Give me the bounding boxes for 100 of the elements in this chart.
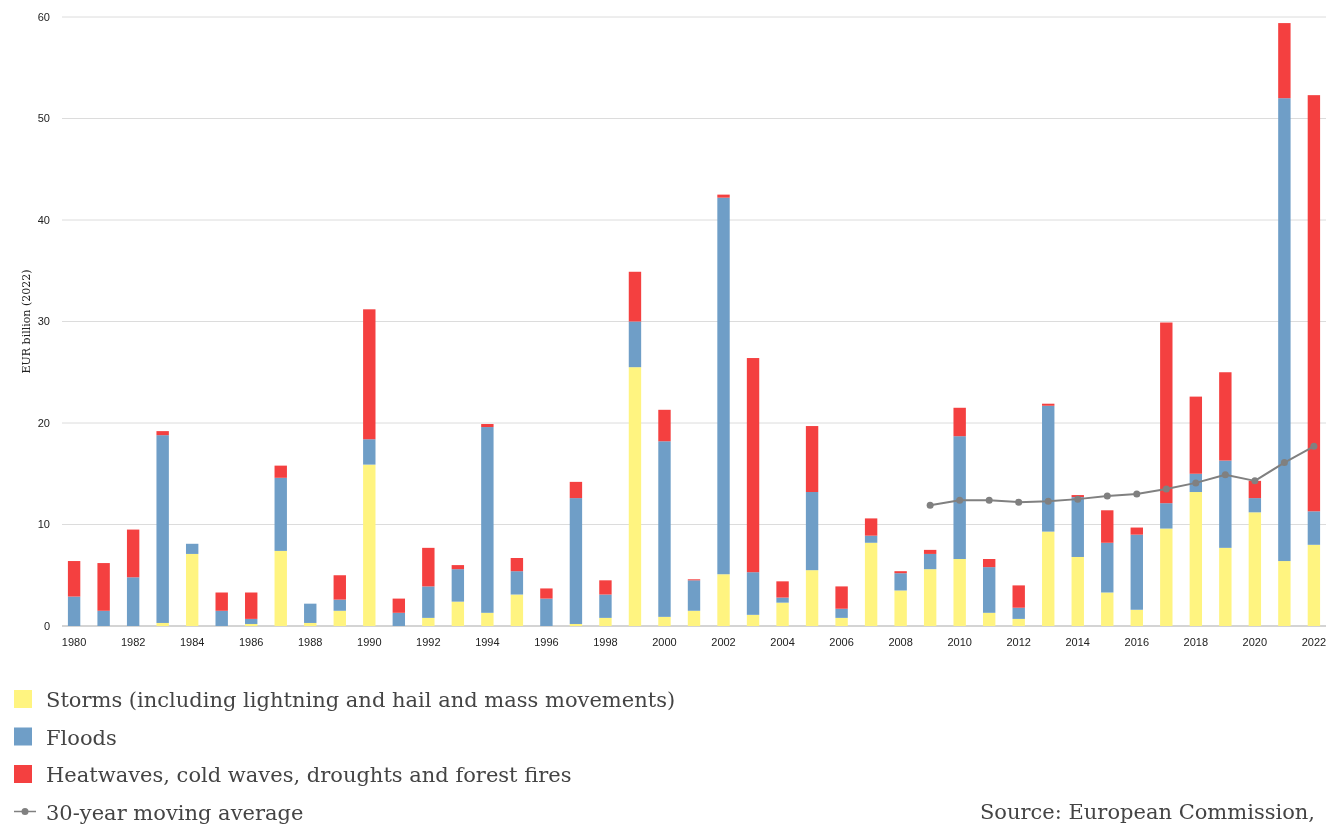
y-axis-title: EUR billion (2022) <box>20 269 33 374</box>
bar <box>156 622 169 626</box>
x-tick-label: 2002 <box>711 636 736 648</box>
bar <box>835 617 848 626</box>
bar <box>746 572 760 615</box>
bar <box>333 575 346 600</box>
bar <box>953 436 966 560</box>
bar <box>67 596 81 626</box>
bar <box>982 567 996 613</box>
bar <box>510 571 524 595</box>
y-tick-label: 20 <box>37 416 50 429</box>
bar <box>510 558 524 572</box>
bar <box>1307 95 1321 512</box>
bar <box>422 586 435 618</box>
bar <box>1012 618 1025 626</box>
bar <box>392 598 406 613</box>
legend-label: Storms (including lightning and hail and mass movements) <box>46 688 676 713</box>
bar <box>304 603 317 623</box>
bar <box>481 612 494 626</box>
bar <box>1219 547 1232 626</box>
bar <box>569 498 583 624</box>
bar <box>363 464 376 626</box>
bar <box>274 465 287 478</box>
bar <box>658 616 671 626</box>
bar <box>628 367 642 626</box>
x-tick-label: 2012 <box>1006 636 1031 648</box>
bar <box>451 601 465 626</box>
x-tick-label: 2000 <box>652 636 677 648</box>
bar <box>215 592 228 611</box>
x-tick-label: 1998 <box>593 636 618 648</box>
bar <box>599 594 612 618</box>
bar <box>687 580 701 611</box>
x-tick-label: 1984 <box>179 636 205 648</box>
bar <box>451 569 465 602</box>
legend-label: Heatwaves, cold waves, droughts and forest fires <box>46 763 572 788</box>
x-tick-label: 1982 <box>120 636 146 648</box>
bar <box>894 590 907 626</box>
bar <box>1278 98 1291 562</box>
bar <box>864 535 878 543</box>
bar <box>67 561 81 597</box>
point <box>985 496 993 504</box>
point <box>1133 490 1141 498</box>
bar <box>864 518 878 536</box>
bar <box>156 431 169 436</box>
x-tick-label: 2006 <box>829 636 854 648</box>
bar <box>953 559 966 626</box>
bar <box>1130 534 1143 610</box>
bar <box>1248 498 1262 513</box>
x-tick-label: 2010 <box>947 636 972 648</box>
y-tick-label: 0 <box>43 619 50 632</box>
bar <box>658 409 671 442</box>
bar <box>1219 372 1232 461</box>
point <box>956 496 964 504</box>
bar <box>982 559 996 568</box>
bar <box>835 586 848 609</box>
bar <box>363 309 376 440</box>
bar <box>1101 592 1114 626</box>
bar <box>333 599 346 611</box>
point <box>1103 492 1111 500</box>
bar <box>1189 396 1203 474</box>
bar <box>894 571 907 574</box>
bar <box>245 623 258 626</box>
bar <box>1071 556 1084 626</box>
bar <box>923 549 937 554</box>
bar <box>599 580 612 595</box>
bar <box>923 569 937 626</box>
bar <box>599 617 612 626</box>
bar <box>97 610 110 626</box>
bar <box>333 610 346 626</box>
bar <box>805 492 819 571</box>
bar <box>215 610 228 626</box>
y-tick-label: 60 <box>37 10 50 23</box>
bar <box>687 610 701 626</box>
bar <box>1160 322 1173 504</box>
bar <box>1042 405 1055 532</box>
x-tick-label: 2018 <box>1183 636 1209 648</box>
bar <box>1307 511 1321 545</box>
bar <box>156 435 169 623</box>
bar <box>776 597 789 603</box>
point <box>1015 498 1023 506</box>
bar <box>481 424 494 428</box>
bar <box>1012 585 1025 608</box>
point <box>1251 477 1259 485</box>
bar <box>658 441 671 617</box>
bar <box>1189 492 1203 626</box>
bar <box>835 608 848 618</box>
y-tick-label: 30 <box>37 315 50 328</box>
bar <box>1160 503 1173 529</box>
bar <box>510 594 524 626</box>
bar <box>1219 460 1232 548</box>
x-tick-label: 1992 <box>416 636 441 648</box>
bar <box>953 407 966 437</box>
bar <box>126 577 140 626</box>
bar <box>1101 510 1114 543</box>
bar <box>894 573 907 591</box>
bar <box>245 592 258 619</box>
bar <box>1042 531 1055 626</box>
bar <box>422 547 435 587</box>
x-tick-label: 2022 <box>1301 636 1327 648</box>
bar <box>422 617 435 626</box>
